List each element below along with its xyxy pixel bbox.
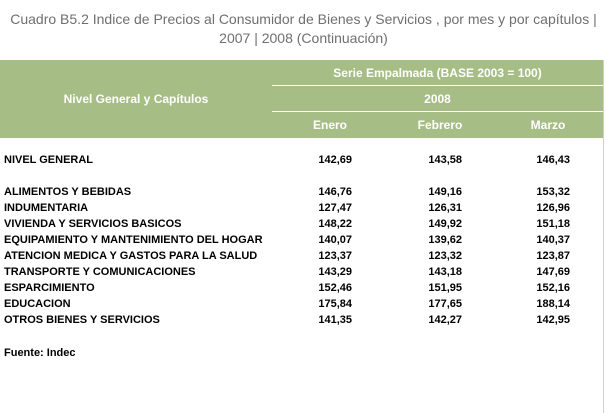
row-value-enero: 141,35 [318,314,352,326]
row-value-enero: 148,22 [318,218,352,230]
row-value-marzo: 151,18 [536,218,570,230]
row-label: INDUMENTARIA [4,202,89,214]
table-row-nivel-general: NIVEL GENERAL 142,69 143,58 146,43 [0,154,603,170]
row-value-febrero: 142,27 [428,314,462,326]
row-value-febrero: 149,92 [428,218,462,230]
header-serie-empalmada: Serie Empalmada (BASE 2003 = 100) [272,60,603,86]
row-value-enero: 140,07 [318,234,352,246]
header-nivel-general: Nivel General y Capítulos [63,92,209,106]
row-value-febrero: 177,65 [428,298,462,310]
header-year: 2008 [272,86,603,112]
table-row: EQUIPAMIENTO Y MANTENIMIENTO DEL HOGAR 1… [0,234,603,250]
table-row: EDUCACION 175,84 177,65 188,14 [0,298,603,314]
row-label: EQUIPAMIENTO Y MANTENIMIENTO DEL HOGAR [4,234,263,246]
table-row: ALIMENTOS Y BEBIDAS 146,76 149,16 153,32 [0,186,603,202]
row-label: EDUCACION [4,298,71,310]
row-value-febrero: 149,16 [428,186,462,198]
header-month-enero: Enero [312,118,347,132]
row-label: OTROS BIENES Y SERVICIOS [4,314,160,326]
row-value-marzo: 147,69 [536,266,570,278]
header-month-marzo: Marzo [530,118,566,132]
row-value-febrero: 143,18 [428,266,462,278]
table-title: Cuadro B5.2 Indice de Precios al Consumi… [10,11,597,46]
table-header: Nivel General y Capítulos Serie Empalmad… [0,60,603,138]
row-label: TRANSPORTE Y COMUNICACIONES [4,266,196,278]
row-value-marzo: 123,87 [536,250,570,262]
row-label: ESPARCIMIENTO [4,282,95,294]
table-row: ATENCION MEDICA Y GASTOS PARA LA SALUD 1… [0,250,603,266]
row-value-marzo: 126,96 [536,202,570,214]
header-month-febrero: Febrero [417,118,463,132]
table-row: OTROS BIENES Y SERVICIOS 141,35 142,27 1… [0,314,603,330]
table-row: VIVIENDA Y SERVICIOS BASICOS 148,22 149,… [0,218,603,234]
row-label: ALIMENTOS Y BEBIDAS [4,186,132,198]
table-row: ESPARCIMIENTO 152,46 151,95 152,16 [0,282,603,298]
row-label: ATENCION MEDICA Y GASTOS PARA LA SALUD [4,250,258,262]
row-value-enero: 152,46 [318,282,352,294]
row-value-marzo: 142,95 [536,314,570,326]
row-value-marzo: 152,16 [536,282,570,294]
row-value-marzo: 153,32 [536,186,570,198]
row-value-febrero: 151,95 [428,282,462,294]
row-value-enero: 127,47 [318,202,352,214]
row-value-enero: 146,76 [318,186,352,198]
row-label: NIVEL GENERAL [4,154,94,166]
row-value-febrero: 123,32 [428,250,462,262]
table-right-border [603,60,604,413]
row-value-febrero: 139,62 [428,234,462,246]
row-value-marzo: 188,14 [536,298,570,310]
table-row: TRANSPORTE Y COMUNICACIONES 143,29 143,1… [0,266,603,282]
row-value-enero: 123,37 [318,250,352,262]
table-row: INDUMENTARIA 127,47 126,31 126,96 [0,202,603,218]
row-value-enero: 143,29 [318,266,352,278]
row-value-febrero: 143,58 [428,154,462,166]
source-note: Fuente: Indec [4,347,76,359]
row-label: VIVIENDA Y SERVICIOS BASICOS [4,218,182,230]
row-value-enero: 142,69 [318,154,352,166]
row-value-marzo: 146,43 [536,154,570,166]
row-value-marzo: 140,37 [536,234,570,246]
row-value-enero: 175,84 [318,298,352,310]
row-value-febrero: 126,31 [428,202,462,214]
